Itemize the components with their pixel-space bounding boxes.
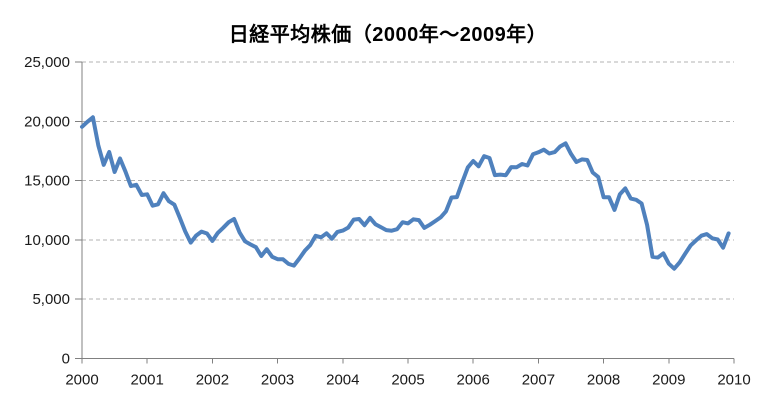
x-tick-label: 2002: [196, 372, 229, 389]
y-tick-label: 20,000: [24, 113, 70, 130]
y-tick-label: 15,000: [24, 173, 70, 190]
x-tick-label: 2003: [261, 372, 294, 389]
y-tick-label: 0: [62, 351, 70, 368]
x-tick-label: 2009: [652, 372, 685, 389]
y-tick-label: 25,000: [24, 54, 70, 71]
x-tick-label: 2007: [522, 372, 555, 389]
chart-title: 日経平均株価（2000年～2009年）: [228, 24, 548, 46]
y-tick-label: 5,000: [32, 291, 70, 308]
x-tick-label: 2010: [717, 372, 750, 389]
price-line: [80, 115, 731, 271]
x-tick-label: 2005: [391, 372, 424, 389]
x-tick-label: 2004: [326, 372, 359, 389]
x-tick-label: 2008: [587, 372, 620, 389]
x-tick-label: 2001: [131, 372, 164, 389]
x-tick-label: 2000: [65, 372, 98, 389]
y-tick-label: 10,000: [24, 232, 70, 249]
x-tick-label: 2006: [457, 372, 490, 389]
